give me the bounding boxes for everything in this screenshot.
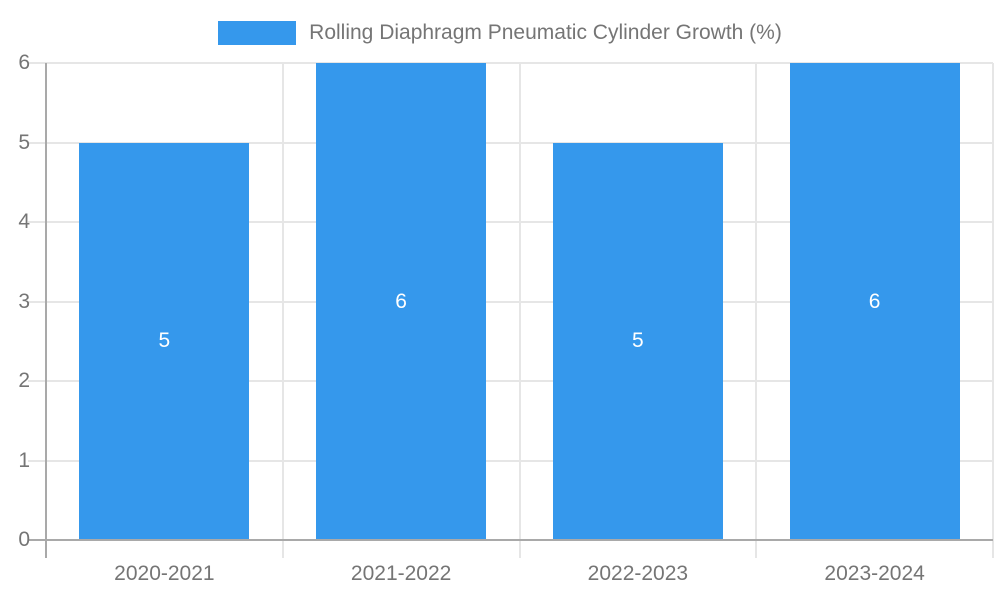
bar-value-label: 5 xyxy=(632,329,644,353)
gridline-vertical xyxy=(755,63,758,558)
x-tick-label: 2023-2024 xyxy=(824,562,925,585)
gridline-horizontal xyxy=(28,221,993,223)
gridline-horizontal xyxy=(28,62,993,64)
y-axis-line xyxy=(45,63,47,558)
bar[interactable] xyxy=(553,142,723,540)
legend-label: Rolling Diaphragm Pneumatic Cylinder Gro… xyxy=(309,21,782,44)
y-tick-label: 5 xyxy=(18,130,30,154)
y-tick-label: 1 xyxy=(18,448,30,472)
y-tick-label: 3 xyxy=(18,289,30,313)
gridline-vertical xyxy=(281,63,284,558)
legend-swatch xyxy=(218,21,297,45)
gridline-horizontal xyxy=(28,380,993,382)
chart-legend[interactable]: Rolling Diaphragm Pneumatic Cylinder Gro… xyxy=(0,14,1000,52)
y-tick-label: 0 xyxy=(18,528,30,551)
bar-value-label: 6 xyxy=(868,289,881,313)
y-tick-label: 2 xyxy=(18,369,30,392)
bar[interactable] xyxy=(79,142,249,540)
gridline-horizontal xyxy=(28,459,993,462)
bar-value-label: 6 xyxy=(395,289,407,313)
bar[interactable] xyxy=(316,63,486,540)
y-tick-label: 6 xyxy=(18,51,30,74)
gridline-horizontal xyxy=(28,141,993,144)
y-tick-label: 4 xyxy=(18,210,30,233)
x-axis-line xyxy=(28,539,993,541)
x-tick-label: 2021-2022 xyxy=(350,562,452,585)
bar-value-label: 5 xyxy=(158,329,171,353)
bar[interactable] xyxy=(790,63,960,540)
x-tick-label: 2022-2023 xyxy=(587,562,689,585)
gridline-vertical xyxy=(518,63,521,558)
x-tick-label: 2020-2021 xyxy=(114,562,215,585)
gridline-vertical xyxy=(992,63,994,558)
gridline-horizontal xyxy=(28,300,993,303)
